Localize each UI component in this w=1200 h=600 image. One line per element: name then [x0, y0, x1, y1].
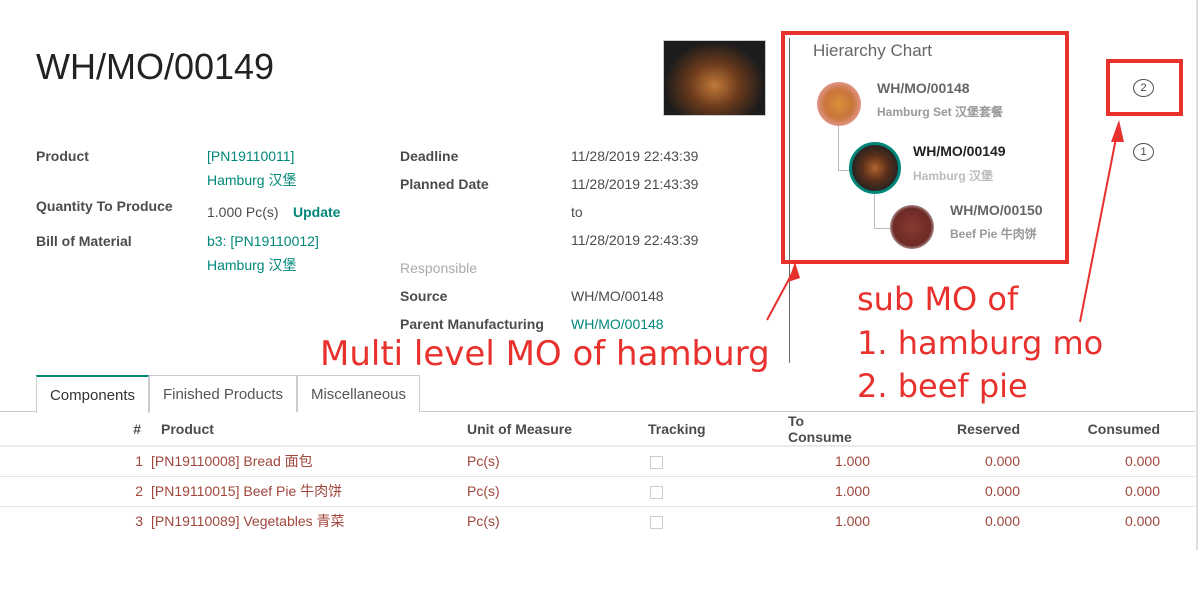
product-link[interactable]: [PN19110011] — [207, 148, 295, 164]
row-to-consume: 1.000 — [748, 476, 870, 507]
row-number: 2 — [0, 476, 143, 507]
scrollbar[interactable] — [1196, 0, 1198, 550]
tracking-checkbox[interactable] — [650, 485, 663, 499]
responsible-label: Responsible — [400, 260, 478, 276]
deadline-label: Deadline — [400, 148, 459, 164]
node-product: Beef Pie 牛肉饼 — [950, 227, 1037, 241]
row-consumed: 0.000 — [1020, 446, 1195, 477]
marker-1[interactable]: 1 — [1133, 143, 1154, 161]
bom-label: Bill of Material — [36, 233, 132, 249]
arrow-head — [1111, 120, 1124, 142]
tree-line — [838, 125, 839, 170]
tree-line — [874, 190, 875, 228]
row-to-consume: 1.000 — [748, 446, 870, 477]
col-consumed[interactable]: Consumed — [1020, 413, 1195, 447]
row-to-consume: 1.000 — [834, 513, 870, 530]
row-reserved: 0.000 — [870, 476, 1020, 507]
annotation-box — [1106, 59, 1183, 116]
qty-value: 1.000 Pc(s) — [207, 204, 279, 220]
row-reserved: 0.000 — [870, 446, 1020, 477]
planned-label: Planned Date — [400, 176, 489, 192]
tab-miscellaneous[interactable]: Miscellaneous — [297, 375, 420, 412]
divider — [789, 38, 790, 363]
notebook-tabs: Components Finished Products Miscellaneo… — [0, 375, 1195, 413]
row-reserved: 0.000 — [984, 513, 1020, 530]
table-row[interactable]: 1 [PN19110008] Bread 面包 Pc(s) 1.000 0.00… — [0, 446, 1195, 477]
node-name[interactable]: WH/MO/00149 — [913, 143, 1006, 159]
node-name[interactable]: WH/MO/00150 — [950, 202, 1043, 218]
tab-components[interactable]: Components — [36, 375, 149, 413]
row-product[interactable]: [PN19110089] Vegetables 青菜 — [151, 513, 345, 530]
row-uom: Pc(s) — [467, 513, 500, 530]
node-avatar[interactable] — [890, 205, 934, 249]
parent-link[interactable]: WH/MO/00148 — [571, 316, 664, 332]
arrow-line — [1079, 127, 1119, 323]
row-product[interactable]: [PN19110015] Beef Pie 牛肉饼 — [143, 476, 467, 507]
tree-line — [874, 228, 890, 229]
row-uom: Pc(s) — [467, 476, 648, 507]
row-number: 3 — [135, 513, 143, 530]
node-product: Hamburg 汉堡 — [913, 169, 994, 183]
table-header: # Product Unit of Measure Tracking To Co… — [0, 413, 1195, 447]
tracking-checkbox[interactable] — [650, 516, 663, 530]
source-value: WH/MO/00148 — [571, 288, 664, 304]
tracking-checkbox[interactable] — [650, 456, 663, 470]
node-avatar[interactable] — [817, 82, 861, 126]
col-number[interactable]: # — [0, 413, 143, 447]
tree-line — [838, 170, 850, 171]
col-uom[interactable]: Unit of Measure — [467, 413, 648, 447]
parent-label: Parent Manufacturing — [400, 316, 544, 332]
row-consumed: 0.000 — [1020, 476, 1195, 507]
marker-2[interactable]: 2 — [1133, 79, 1154, 97]
bom-link-name[interactable]: Hamburg 汉堡 — [207, 257, 297, 273]
annotation-sub-3: 2. beef pie — [857, 367, 1028, 405]
annotation-box — [781, 31, 1069, 264]
col-product[interactable]: Product — [143, 413, 467, 447]
planned-to[interactable]: 11/28/2019 22:43:39 — [571, 232, 699, 248]
row-consumed: 0.000 — [1124, 513, 1160, 530]
planned-from[interactable]: 11/28/2019 21:43:39 — [571, 176, 699, 192]
qty-label: Quantity To Produce — [36, 198, 173, 214]
row-number: 1 — [0, 446, 143, 477]
col-to-consume[interactable]: To Consume — [748, 413, 870, 447]
col-tracking[interactable]: Tracking — [648, 413, 748, 447]
table-row[interactable]: 2 [PN19110015] Beef Pie 牛肉饼 Pc(s) 1.000 … — [0, 476, 1195, 507]
product-link-name[interactable]: Hamburg 汉堡 — [207, 172, 297, 188]
hierarchy-title: Hierarchy Chart — [813, 41, 933, 60]
row-product[interactable]: [PN19110008] Bread 面包 — [143, 446, 467, 477]
record-title: WH/MO/00149 — [36, 46, 275, 87]
tab-finished-products[interactable]: Finished Products — [149, 375, 297, 412]
row-uom: Pc(s) — [467, 446, 648, 477]
bom-link[interactable]: b3: [PN19110012] — [207, 233, 319, 249]
product-label: Product — [36, 148, 89, 164]
source-label: Source — [400, 288, 448, 304]
node-name[interactable]: WH/MO/00148 — [877, 80, 970, 96]
col-reserved[interactable]: Reserved — [870, 413, 1020, 447]
annotation-sub-1: sub MO of — [857, 280, 1019, 318]
arrow-head — [788, 262, 800, 282]
planned-to-word: to — [571, 204, 583, 220]
table-row[interactable]: 3 [PN19110089] Vegetables 青菜 Pc(s) 1.000… — [0, 506, 1195, 536]
deadline-value[interactable]: 11/28/2019 22:43:39 — [571, 148, 699, 164]
annotation-sub-2: 1. hamburg mo — [857, 324, 1104, 362]
node-avatar[interactable] — [849, 142, 901, 194]
node-product: Hamburg Set 汉堡套餐 — [877, 105, 1004, 119]
components-table: # Product Unit of Measure Tracking To Co… — [0, 413, 1195, 536]
annotation-multi-level: Multi level MO of hamburg — [320, 334, 770, 374]
update-button[interactable]: Update — [293, 204, 341, 220]
product-image[interactable] — [663, 40, 766, 116]
